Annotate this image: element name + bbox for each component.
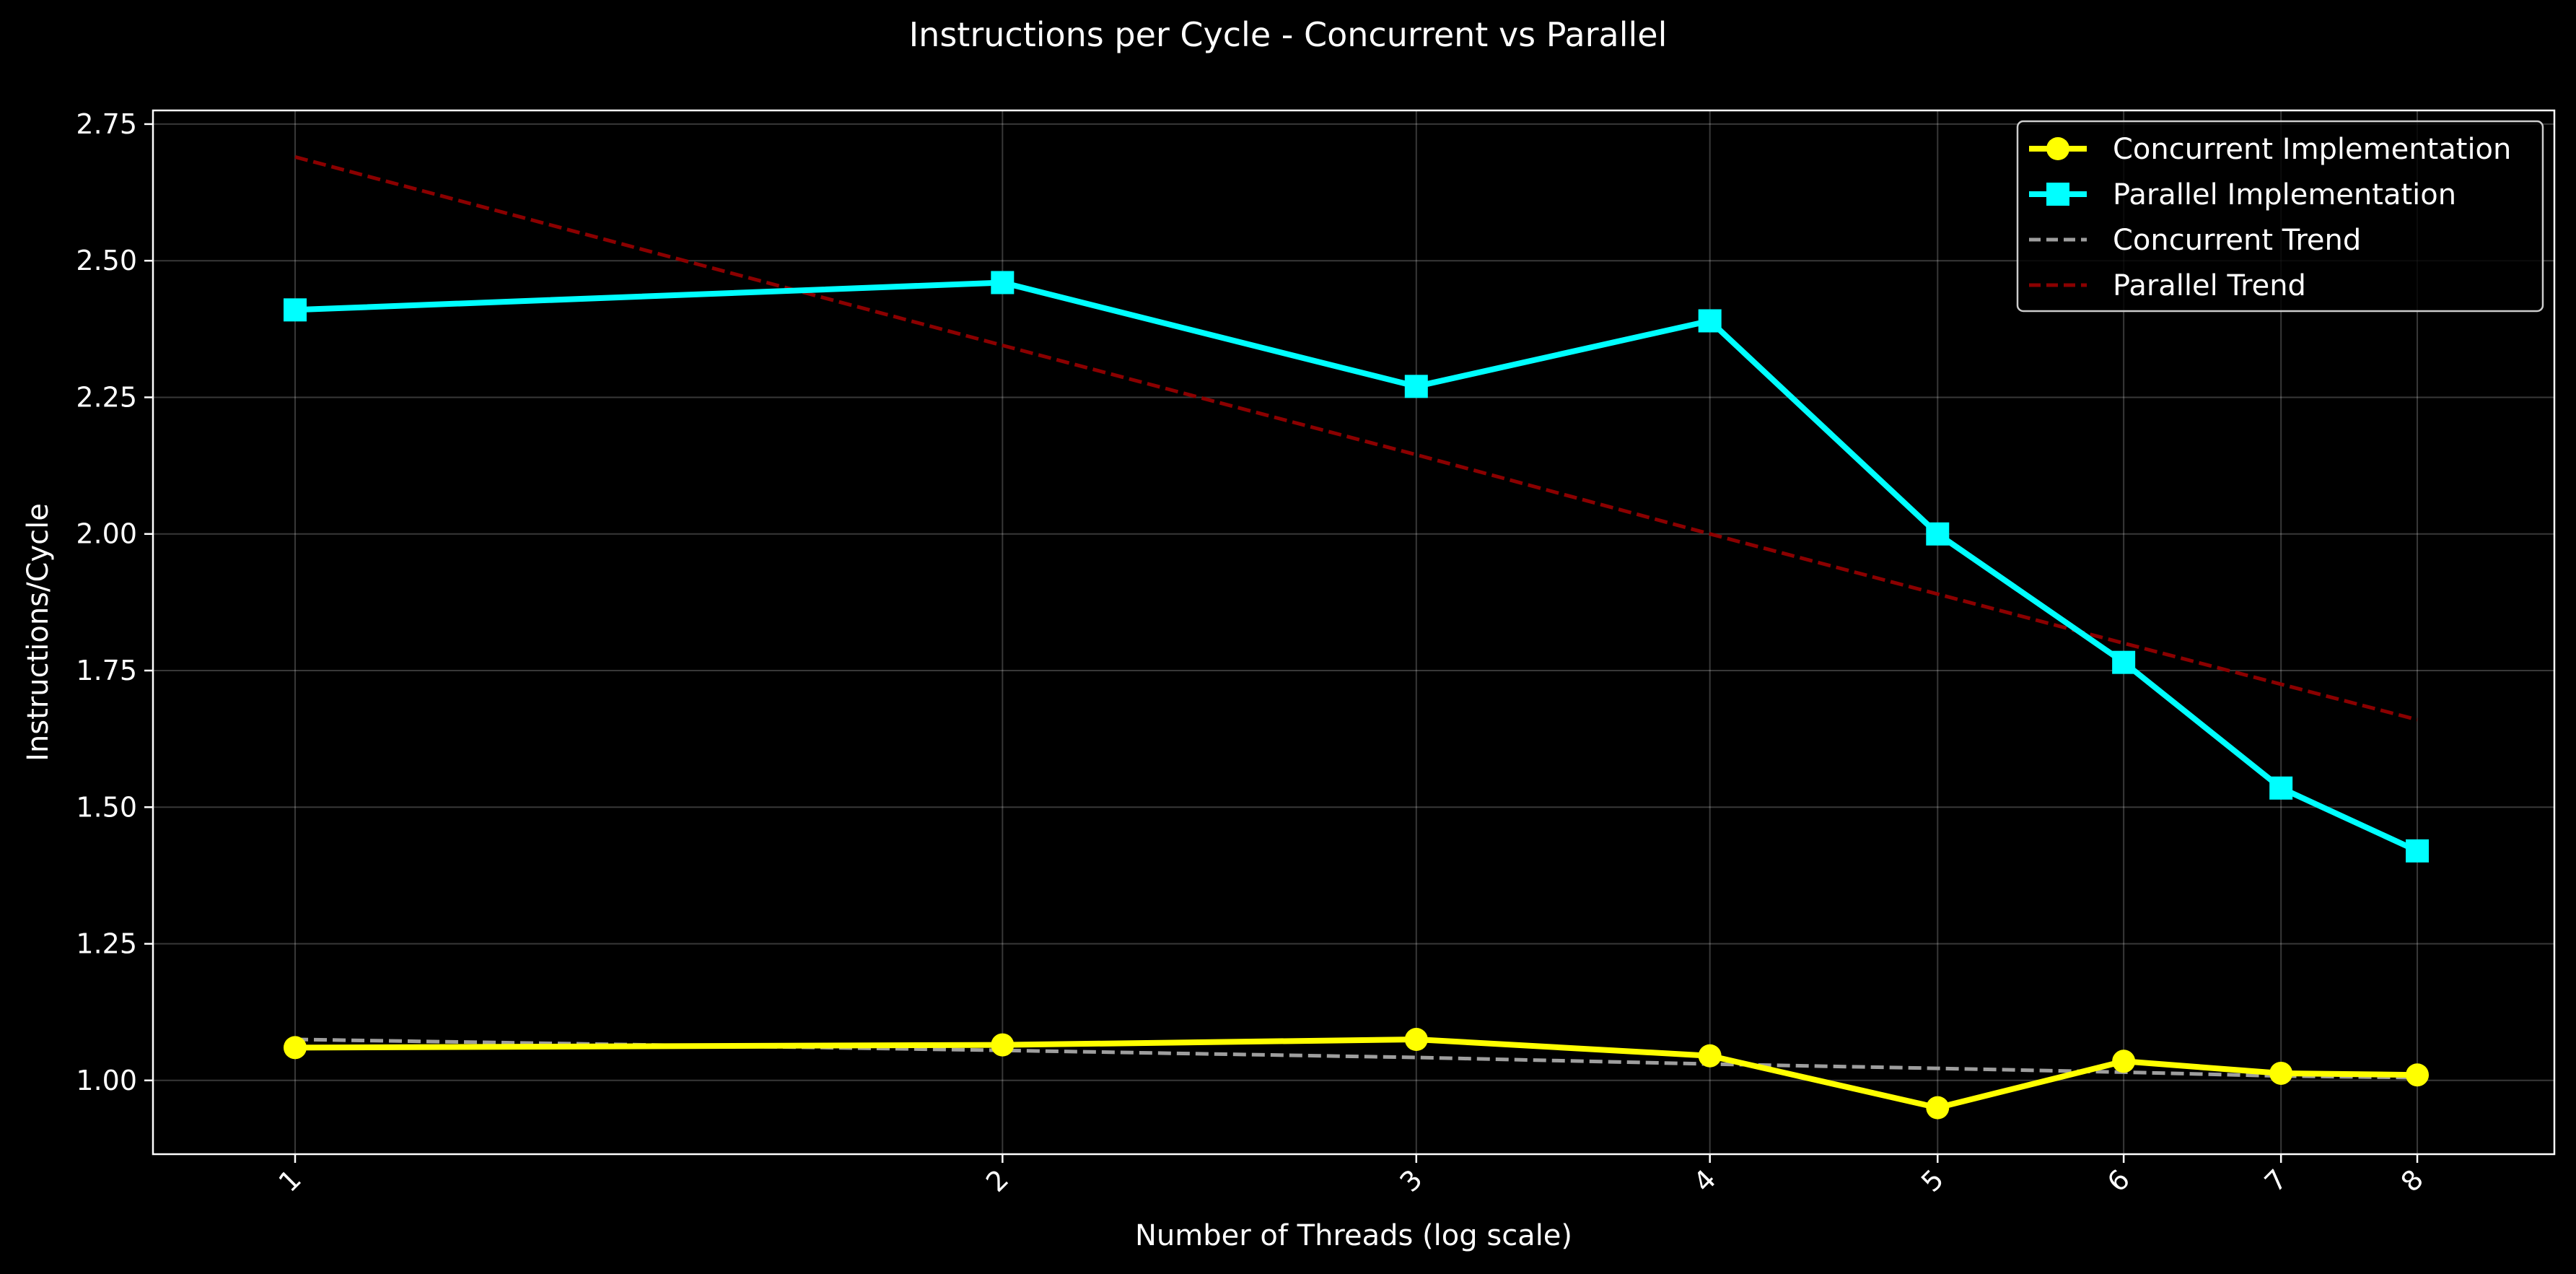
data-point-circle — [2269, 1061, 2293, 1085]
legend-marker-circle — [2046, 137, 2069, 160]
legend-label-concurrent-implementation: Concurrent Implementation — [2113, 133, 2511, 166]
data-point-square — [1926, 522, 1950, 546]
data-point-circle — [1926, 1096, 1950, 1120]
data-point-square — [2406, 839, 2430, 863]
chart-title: Instructions per Cycle - Concurrent vs P… — [909, 15, 1668, 54]
concurrent-trend-line — [294, 1037, 2418, 1080]
data-point-circle — [1698, 1044, 1722, 1068]
data-point-circle — [2406, 1063, 2430, 1087]
y-tick-label: 2.75 — [76, 108, 137, 140]
parallel-implementation-line — [294, 279, 2419, 854]
data-point-circle — [283, 1036, 307, 1060]
y-tick-label: 2.00 — [76, 518, 137, 550]
data-point-square — [283, 298, 307, 322]
y-tick-label: 1.25 — [76, 928, 137, 960]
legend-label-parallel-trend: Parallel Trend — [2113, 269, 2306, 302]
trend-lines — [294, 154, 2418, 1080]
y-tick-label: 1.50 — [76, 791, 137, 823]
y-tick-labels: 1.00 1.25 1.50 1.75 2.00 2.25 2.50 2.75 — [76, 108, 153, 1096]
parallel-trend-line — [294, 154, 2418, 722]
data-point-circle — [2112, 1050, 2136, 1073]
legend-label-concurrent-trend: Concurrent Trend — [2113, 224, 2361, 257]
y-tick-label: 1.75 — [76, 655, 137, 686]
concurrent-implementation-line — [294, 1037, 2418, 1111]
data-point-square — [991, 271, 1015, 294]
data-point-square — [1404, 375, 1428, 398]
x-axis-title: Number of Threads (log scale) — [1135, 1219, 1572, 1252]
y-tick-label: 1.00 — [76, 1065, 137, 1096]
y-tick-label: 2.50 — [76, 245, 137, 276]
legend: Concurrent Implementation Parallel Implem… — [2016, 120, 2544, 313]
legend-box — [2016, 120, 2544, 313]
legend-label-parallel-implementation: Parallel Implementation — [2113, 178, 2456, 211]
data-point-square — [2112, 650, 2136, 674]
data-point-circle — [1404, 1028, 1428, 1052]
data-series — [283, 271, 2430, 1120]
plot-frame — [152, 109, 2556, 1156]
data-point-circle — [991, 1033, 1015, 1057]
data-point-square — [1698, 309, 1722, 333]
y-tick-label: 2.25 — [76, 381, 137, 413]
data-point-square — [2269, 776, 2293, 800]
parallel-implementation-series — [283, 271, 2430, 863]
y-axis-title: Instructions/Cycle — [22, 503, 55, 762]
legend-marker-square — [2046, 183, 2069, 206]
concurrent-implementation-series — [283, 1028, 2430, 1120]
